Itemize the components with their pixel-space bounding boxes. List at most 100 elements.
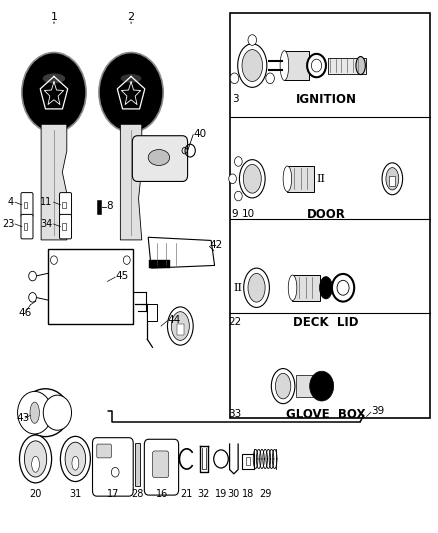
Ellipse shape — [30, 402, 39, 423]
Text: 19: 19 — [215, 489, 227, 499]
Text: 33: 33 — [229, 409, 242, 419]
Text: 39: 39 — [371, 406, 384, 416]
Ellipse shape — [240, 160, 265, 198]
Circle shape — [307, 54, 326, 77]
Circle shape — [229, 174, 237, 183]
Ellipse shape — [32, 456, 39, 472]
Bar — [292, 275, 319, 301]
FancyBboxPatch shape — [21, 214, 33, 239]
Bar — [147, 304, 157, 321]
Text: 45: 45 — [115, 271, 128, 280]
Ellipse shape — [120, 74, 141, 83]
FancyBboxPatch shape — [60, 214, 71, 239]
Ellipse shape — [319, 277, 332, 299]
Ellipse shape — [283, 166, 292, 191]
Ellipse shape — [276, 373, 291, 399]
Circle shape — [29, 271, 36, 281]
Ellipse shape — [244, 268, 269, 308]
Bar — [48, 249, 133, 324]
Bar — [296, 375, 313, 397]
Circle shape — [50, 256, 57, 264]
Text: 34: 34 — [40, 219, 53, 229]
FancyBboxPatch shape — [145, 439, 179, 495]
Ellipse shape — [65, 442, 86, 475]
Circle shape — [18, 391, 52, 434]
Text: 28: 28 — [131, 489, 144, 499]
Bar — [286, 166, 314, 191]
Text: 4: 4 — [8, 197, 14, 207]
FancyBboxPatch shape — [21, 192, 33, 217]
Text: 9: 9 — [232, 209, 238, 220]
Text: 8: 8 — [106, 201, 113, 212]
Bar — [62, 223, 66, 230]
Bar — [62, 201, 66, 208]
FancyBboxPatch shape — [152, 451, 169, 478]
Circle shape — [230, 73, 239, 84]
Ellipse shape — [171, 312, 189, 341]
Bar — [97, 199, 101, 214]
Circle shape — [337, 280, 349, 295]
Bar — [246, 457, 250, 465]
Ellipse shape — [288, 275, 297, 301]
Text: DOOR: DOOR — [307, 208, 346, 221]
Polygon shape — [148, 237, 215, 268]
Bar — [135, 443, 140, 486]
Ellipse shape — [238, 44, 267, 87]
Bar — [24, 201, 27, 208]
Circle shape — [22, 53, 86, 132]
Text: 29: 29 — [259, 489, 271, 499]
Circle shape — [248, 35, 257, 45]
Ellipse shape — [280, 51, 289, 80]
Polygon shape — [120, 124, 142, 240]
Text: 40: 40 — [193, 128, 206, 139]
Text: 30: 30 — [228, 489, 240, 499]
Ellipse shape — [60, 437, 90, 481]
Text: 32: 32 — [198, 489, 210, 499]
Text: 2: 2 — [127, 12, 134, 22]
Circle shape — [310, 371, 334, 401]
Bar — [177, 324, 184, 335]
FancyBboxPatch shape — [92, 438, 133, 496]
Text: 42: 42 — [209, 240, 223, 250]
Text: 22: 22 — [229, 317, 242, 327]
Ellipse shape — [386, 167, 399, 190]
Ellipse shape — [248, 273, 265, 302]
Ellipse shape — [19, 435, 52, 483]
Text: 44: 44 — [167, 314, 181, 325]
Text: 18: 18 — [242, 489, 254, 499]
Bar — [242, 454, 254, 469]
FancyBboxPatch shape — [132, 136, 187, 181]
Ellipse shape — [25, 441, 47, 477]
Polygon shape — [41, 124, 67, 240]
Text: II: II — [233, 283, 243, 293]
Text: 31: 31 — [69, 489, 81, 499]
Ellipse shape — [242, 50, 262, 82]
Ellipse shape — [148, 150, 170, 165]
Text: DECK  LID: DECK LID — [293, 316, 359, 329]
Bar — [149, 260, 170, 268]
Circle shape — [29, 293, 36, 302]
Bar — [328, 58, 366, 74]
Text: 10: 10 — [241, 209, 254, 220]
Text: 46: 46 — [18, 308, 32, 318]
Bar — [230, 13, 430, 418]
Text: 43: 43 — [17, 413, 30, 423]
Circle shape — [311, 59, 321, 72]
Text: GLOVE  BOX: GLOVE BOX — [286, 408, 366, 421]
Circle shape — [332, 274, 354, 302]
Ellipse shape — [72, 456, 79, 470]
Ellipse shape — [382, 163, 403, 195]
Circle shape — [234, 157, 242, 166]
Circle shape — [234, 191, 242, 201]
FancyBboxPatch shape — [97, 444, 111, 458]
Text: 3: 3 — [232, 94, 238, 104]
Circle shape — [124, 256, 130, 264]
Bar — [24, 223, 27, 230]
Ellipse shape — [43, 74, 65, 84]
Ellipse shape — [356, 56, 365, 75]
FancyBboxPatch shape — [60, 192, 71, 217]
Text: 1: 1 — [50, 12, 57, 22]
Text: 11: 11 — [40, 197, 53, 207]
Bar — [389, 175, 396, 186]
Text: 20: 20 — [29, 489, 42, 499]
